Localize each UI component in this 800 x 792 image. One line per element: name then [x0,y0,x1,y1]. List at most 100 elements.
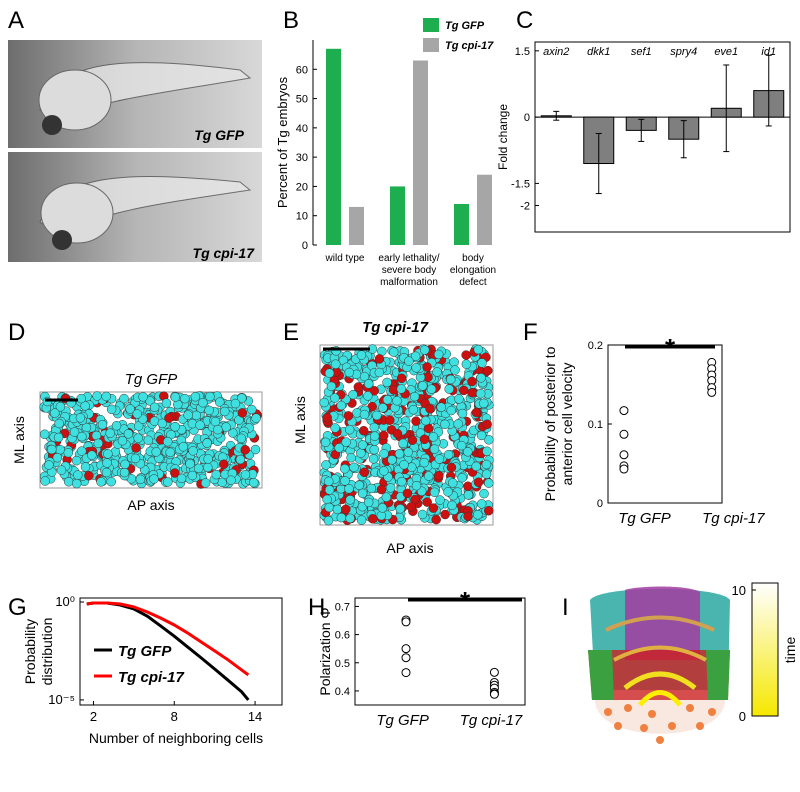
panel-label: D [8,319,25,346]
cell-dot [138,392,148,402]
legend-label: Tg GFP [445,20,485,32]
panel-title: Tg GFP [125,371,178,388]
cell-dot [117,435,128,446]
cell-dot [324,485,335,495]
cell-dot [356,515,367,525]
point [619,406,629,416]
cell-dot [73,470,83,480]
cell-dot [69,427,80,437]
bar [454,204,469,245]
cell-dot [440,419,450,430]
cell-dot [249,477,259,488]
cell-dot [221,422,231,432]
cell-dot [240,445,250,455]
cell-dot [457,472,467,483]
cell-dot [476,373,486,383]
cell-dot [446,405,456,416]
legend-swatch [423,38,439,52]
y-tick-label: 10 [296,211,308,223]
cell-dot [381,492,392,502]
cell-dot [463,490,474,500]
cell-dot [91,430,102,441]
cell-dot [39,429,50,440]
cell-dot [410,351,421,361]
cell-dot [105,428,115,438]
cell-dot [330,393,340,403]
cell-dot [419,434,430,445]
cell-dot [185,458,195,469]
cell-dot [55,444,65,455]
cell-dot [250,444,261,455]
cell-dot [97,419,108,430]
cell-dot [443,487,453,497]
cell-dot [230,398,241,409]
cell-dot [54,418,64,429]
cell-dot [479,398,489,409]
cell-dot [237,408,248,418]
y-tick-label: 1.5 [515,46,530,58]
cell-dot [397,476,407,487]
point [619,429,629,439]
cell-dot [344,483,354,494]
cell-dot [330,423,340,433]
cell-dot [205,391,215,402]
cell-dot [473,344,484,355]
plot-frame [79,597,283,706]
cell-dot [377,503,388,513]
x-tick-label: 8 [171,709,178,724]
cell-dot [183,410,193,420]
cell-dot [161,398,172,408]
cell-dot [453,419,463,429]
cell-dot [422,362,432,372]
cell-dot [457,408,468,419]
cell-dot [434,470,444,481]
cell-dot [378,403,388,413]
cell-dot [369,422,380,433]
x-tick-label: Tg GFP [376,712,429,729]
cell-dot [471,407,482,418]
cell-dot [408,404,419,415]
cell-dot [345,495,355,505]
cell-dot [382,394,393,405]
category-label: dkk1 [587,46,610,58]
cell-dot [251,413,261,423]
annotation: * [460,586,471,616]
cell-dot [396,373,407,384]
cell-dot [363,497,374,508]
cell-dot [369,431,380,441]
legend-label: Tg cpi-17 [118,669,185,686]
cell-dot [346,452,356,463]
cell-dot [149,474,159,484]
cell-dot [482,446,492,457]
cell-dot [353,382,364,392]
bar [326,48,341,246]
y-tick-label: 0 [302,240,308,252]
y-tick-label: 0.2 [588,340,603,352]
cell-dot [215,397,225,407]
cell-dot [50,408,60,418]
cell-dot [417,509,428,520]
x-tick-label: Tg cpi-17 [702,510,765,527]
x-tick-label: 14 [248,709,262,724]
cell-dot [52,452,63,463]
x-tick-label: body elongation defect [450,253,496,288]
panel-label: G [8,594,27,621]
cell-dot [456,440,467,451]
cell-dot [162,436,173,447]
cell-dot [374,354,385,364]
y-tick-label: 0.5 [335,658,350,670]
cell-dot [459,385,469,396]
cell-dot [77,446,87,456]
cell-dot [436,402,446,412]
cell-dot [235,454,246,465]
cell-dot [165,447,175,458]
cell-dot [440,509,450,520]
cell-dot [336,512,347,523]
cell-dot [345,513,355,524]
cell-dot [170,468,180,478]
cell-dot [443,449,454,460]
cell-dot [387,455,397,465]
cell-dot [379,448,389,459]
cell-dot [319,397,329,408]
colorbar-tick-label: 10 [732,583,746,598]
